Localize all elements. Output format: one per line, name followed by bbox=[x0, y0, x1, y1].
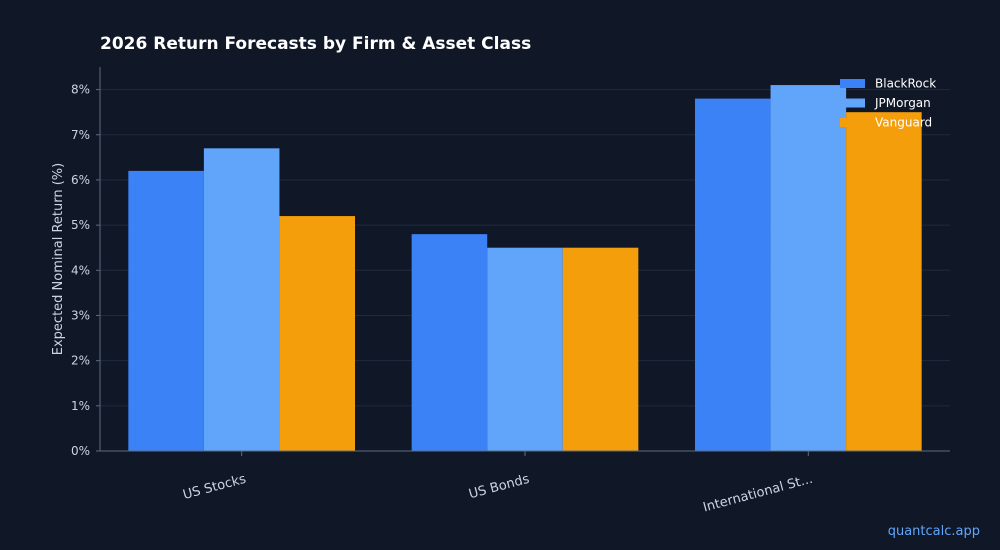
bar-vanguard-1 bbox=[562, 247, 639, 451]
y-tick-label-8: 8% bbox=[71, 83, 90, 97]
y-axis-label: Expected Nominal Return (%) bbox=[51, 163, 66, 355]
x-tick-label-1: US Bonds bbox=[467, 472, 531, 503]
y-tick-label-7: 7% bbox=[71, 128, 90, 142]
y-tick-label-0: 0% bbox=[71, 444, 90, 458]
y-tick-label-5: 5% bbox=[71, 218, 90, 232]
chart-title: 2026 Return Forecasts by Firm & Asset Cl… bbox=[100, 34, 531, 54]
bar-vanguard-2 bbox=[846, 112, 922, 452]
x-tick-label-2: International St... bbox=[701, 472, 814, 516]
y-tick-label-6: 6% bbox=[71, 173, 90, 187]
watermark: quantcalc.app bbox=[887, 524, 980, 539]
bar-blackrock-1 bbox=[411, 234, 488, 451]
y-tick-label-1: 1% bbox=[71, 399, 90, 413]
bar-vanguard-0 bbox=[279, 216, 355, 451]
legend-swatch-vanguard bbox=[840, 118, 865, 127]
y-tick-label-4: 4% bbox=[71, 263, 90, 277]
bar-blackrock-0 bbox=[128, 170, 204, 451]
bar-jpmorgan-0 bbox=[203, 148, 280, 452]
legend-label-vanguard: Vanguard bbox=[875, 116, 932, 130]
legend-label-jpmorgan: JPMorgan bbox=[874, 96, 931, 110]
y-tick-label-2: 2% bbox=[71, 354, 90, 368]
bar-jpmorgan-2 bbox=[770, 85, 847, 451]
legend-swatch-blackrock bbox=[840, 79, 865, 88]
legend-swatch-jpmorgan bbox=[840, 98, 865, 108]
bar-blackrock-2 bbox=[695, 98, 771, 451]
legend-label-blackrock: BlackRock bbox=[875, 77, 936, 91]
x-tick-label-0: US Stocks bbox=[181, 472, 248, 503]
y-tick-label-3: 3% bbox=[71, 308, 90, 322]
bar-jpmorgan-1 bbox=[487, 247, 563, 451]
